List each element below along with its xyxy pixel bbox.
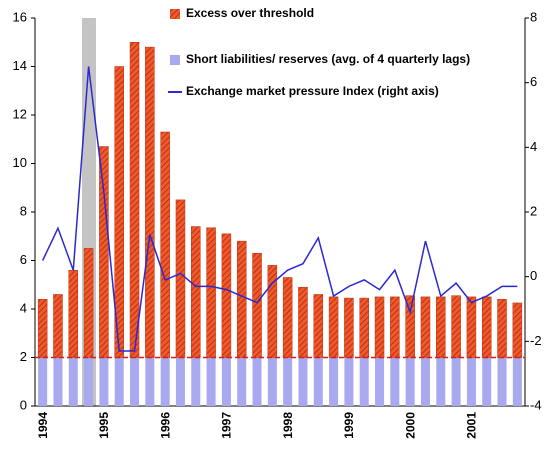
bar — [313, 357, 323, 406]
bar — [175, 357, 185, 406]
y2-tick-label: 8 — [530, 9, 537, 24]
bar — [436, 296, 446, 358]
bar — [466, 296, 477, 358]
bar — [420, 357, 430, 406]
bar — [329, 357, 339, 406]
bar — [359, 297, 369, 358]
bar — [252, 252, 262, 358]
line — [41, 66, 518, 352]
bar — [83, 248, 94, 358]
legend-label: Exchange market pressure Index (right ax… — [186, 84, 439, 98]
bar — [405, 357, 415, 406]
x-tick-label: 1999 — [342, 412, 356, 439]
y2-tick-label: 2 — [530, 203, 537, 218]
bar — [375, 357, 385, 406]
bar — [344, 357, 354, 406]
y-tick-label: 4 — [20, 300, 27, 315]
bar — [267, 265, 278, 358]
y2-tick-label: -4 — [530, 397, 542, 412]
bar — [298, 357, 308, 406]
y-tick-label: 0 — [20, 397, 27, 412]
x-tick-label: 1995 — [97, 412, 111, 439]
y2-tick-label: 4 — [530, 139, 537, 154]
y2-tick-label: 6 — [530, 74, 537, 89]
bar — [451, 295, 461, 358]
bar — [221, 357, 231, 406]
bar — [37, 299, 48, 358]
legend-swatch — [170, 55, 180, 65]
y-tick-label: 6 — [20, 252, 27, 267]
bar — [236, 240, 247, 358]
bar — [390, 296, 400, 358]
y-tick-label: 14 — [13, 58, 27, 73]
bar — [344, 297, 354, 358]
bar — [512, 357, 522, 406]
bar — [313, 294, 324, 358]
bar — [191, 226, 201, 358]
bar — [482, 357, 492, 406]
bar — [53, 357, 63, 406]
y-tick-label: 10 — [13, 155, 27, 170]
bar — [497, 299, 507, 358]
x-tick-label: 1997 — [220, 412, 234, 439]
bar — [191, 357, 201, 406]
y2-tick-label: -2 — [530, 333, 542, 348]
bar — [99, 357, 109, 406]
bar — [175, 199, 186, 358]
x-tick-label: 2000 — [403, 412, 417, 439]
y2-tick-label: 0 — [530, 268, 537, 283]
bar — [145, 46, 155, 358]
bar — [53, 294, 63, 358]
y-tick-label: 12 — [13, 106, 27, 121]
bar — [512, 302, 523, 358]
bar — [466, 357, 476, 406]
x-tick-label: 2001 — [465, 412, 479, 439]
legend-label: Excess over threshold — [186, 6, 314, 20]
bar — [206, 357, 216, 406]
bar — [68, 357, 78, 406]
bar — [359, 357, 369, 406]
bar — [38, 357, 48, 406]
bar — [160, 357, 170, 406]
bar — [68, 269, 79, 358]
bar — [405, 295, 415, 358]
bar — [497, 357, 507, 406]
bar — [114, 357, 124, 406]
legend-label: Short liabilities/ reserves (avg. of 4 q… — [186, 52, 470, 66]
y-tick-label: 2 — [20, 349, 27, 364]
bar — [130, 357, 140, 406]
bar — [451, 357, 461, 406]
bar — [390, 357, 400, 406]
x-tick-label: 1996 — [158, 412, 172, 439]
bar — [298, 286, 308, 358]
bar — [283, 357, 293, 406]
bar — [436, 357, 446, 406]
bar — [160, 131, 170, 358]
bar — [267, 357, 277, 406]
bar — [129, 42, 140, 358]
bar — [145, 357, 155, 406]
bar — [282, 277, 293, 358]
y-tick-label: 8 — [20, 203, 27, 218]
bar — [221, 233, 232, 358]
bar — [99, 146, 109, 358]
bar — [206, 227, 216, 358]
x-tick-label: 1998 — [281, 412, 295, 439]
bar — [84, 357, 94, 406]
x-tick-label: 1994 — [36, 412, 50, 439]
bar — [481, 296, 492, 358]
y-tick-label: 16 — [13, 9, 27, 24]
legend-swatch — [170, 9, 180, 19]
bar — [237, 357, 247, 406]
bar — [374, 296, 385, 358]
bar — [420, 296, 431, 358]
bar — [252, 357, 262, 406]
bar — [328, 296, 339, 358]
